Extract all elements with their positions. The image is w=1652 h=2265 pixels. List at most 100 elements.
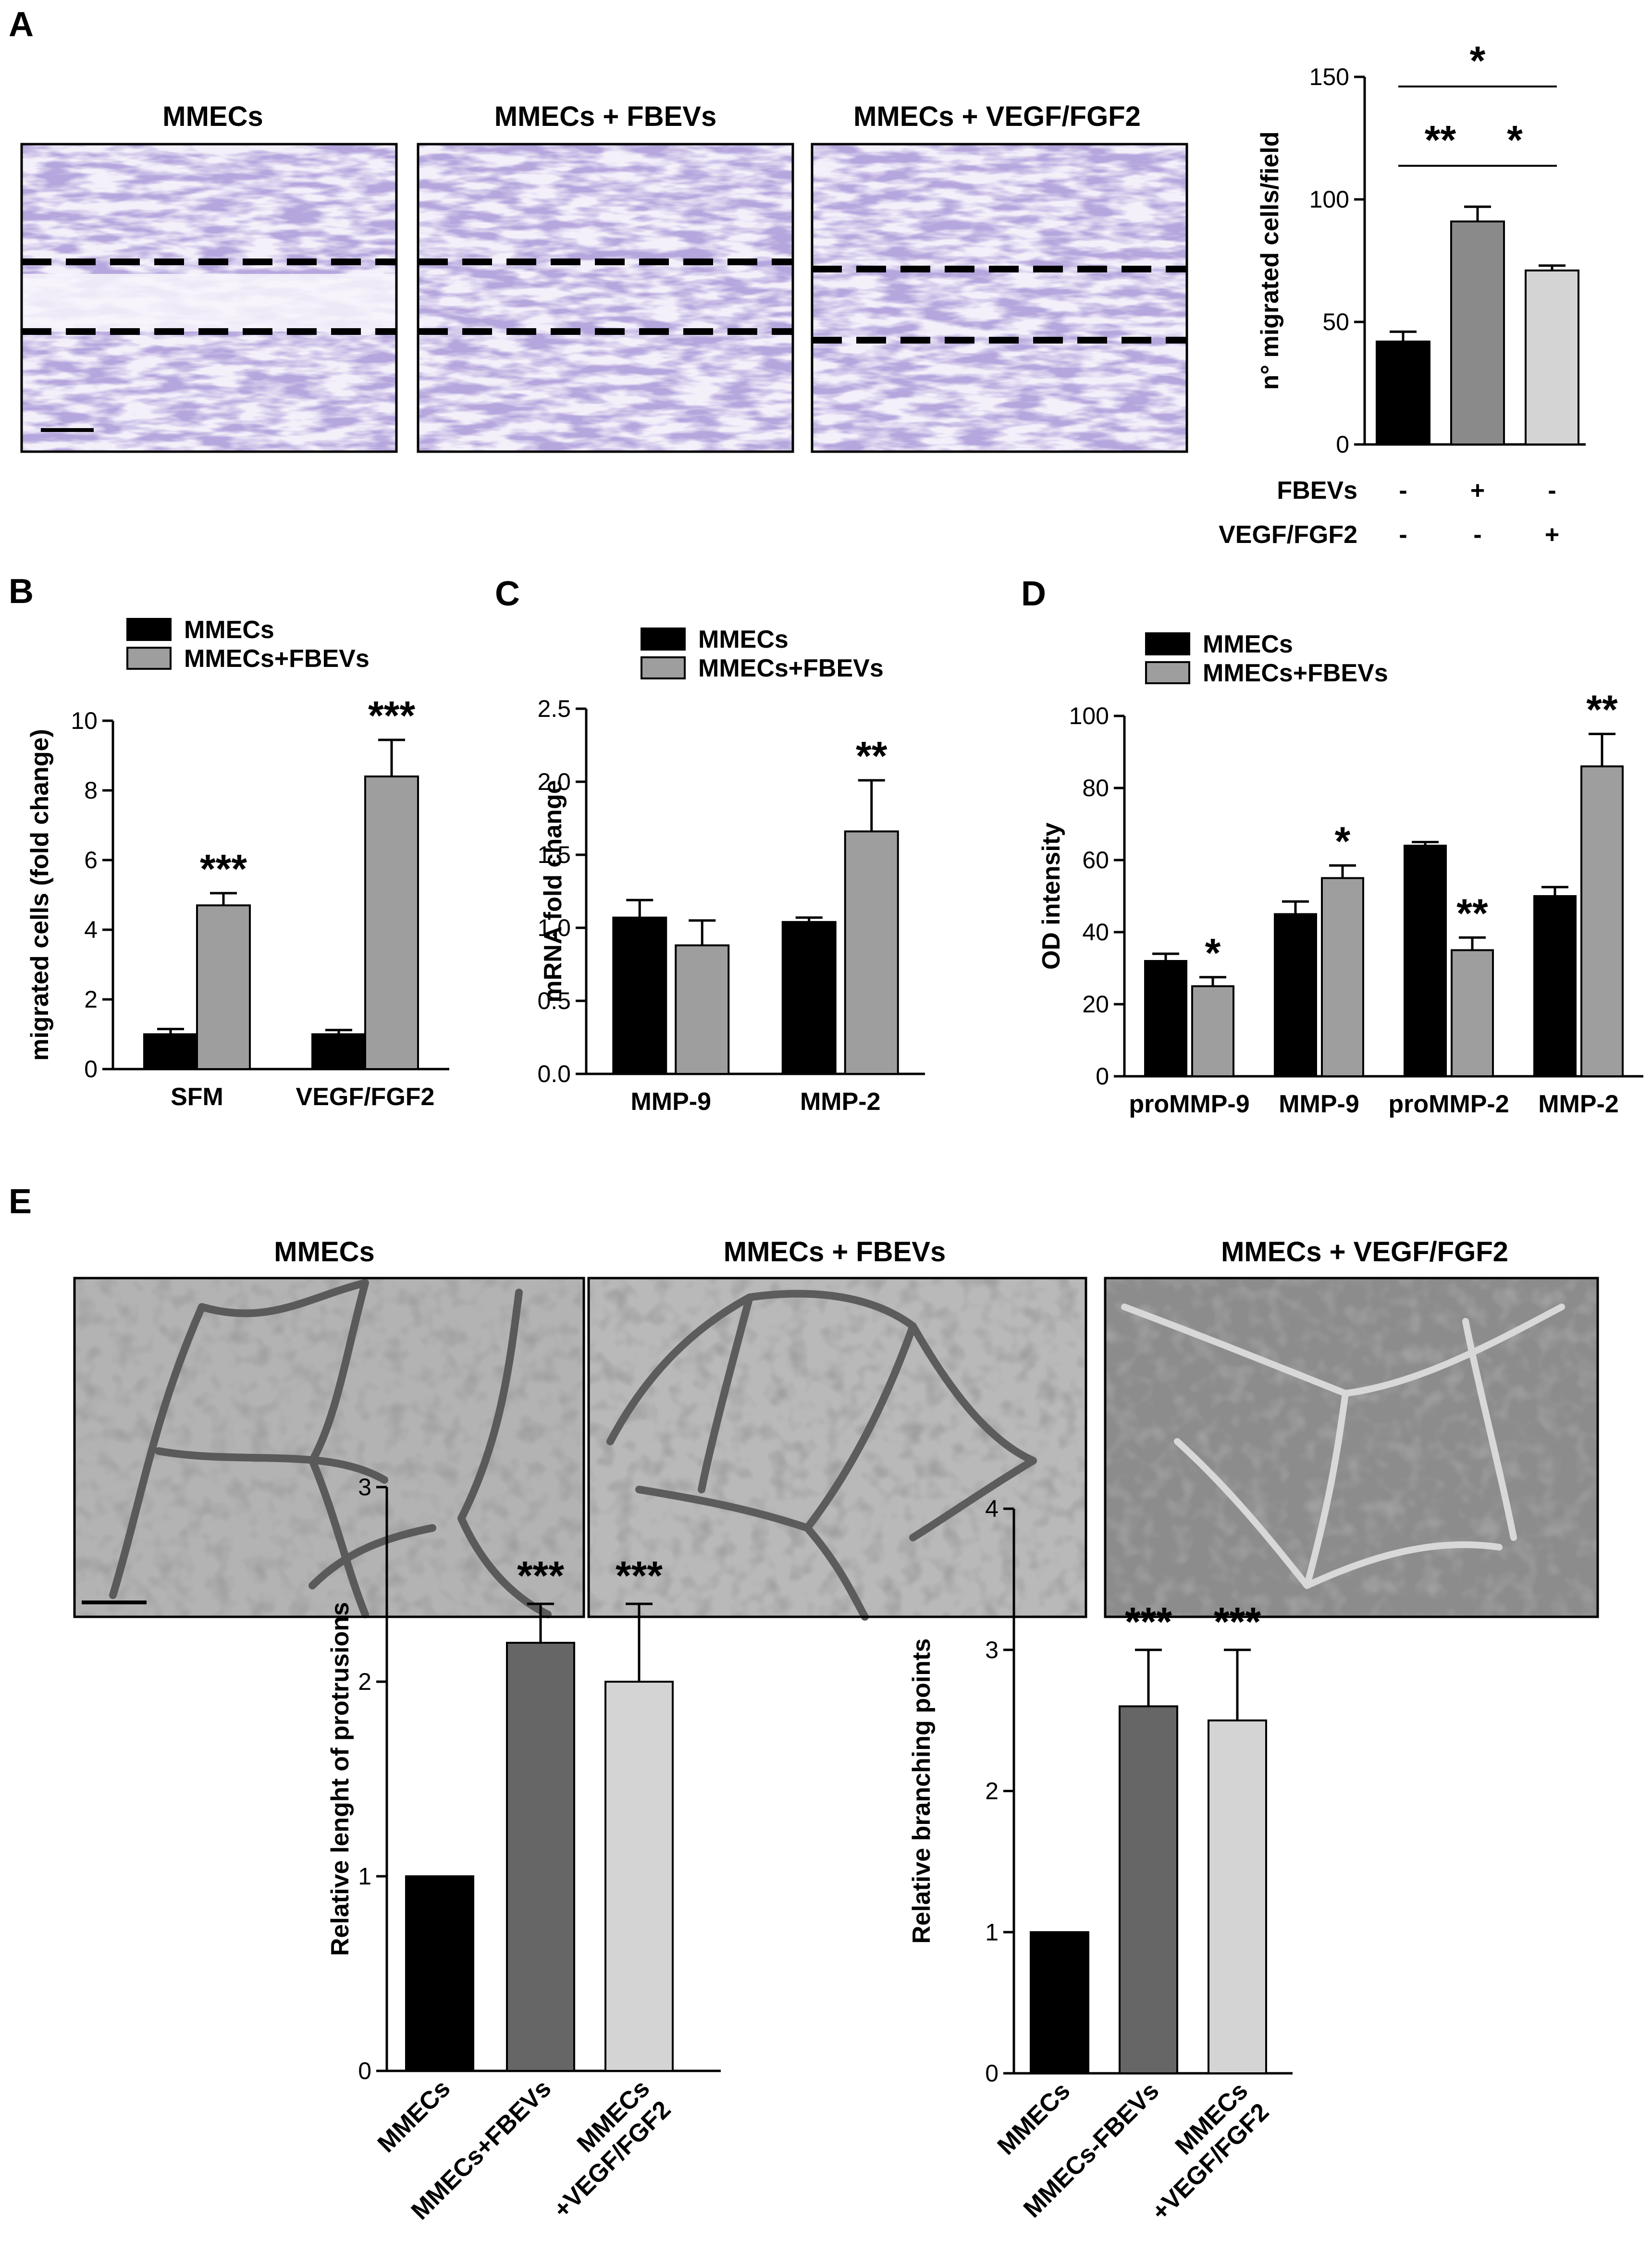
legend-label: MMECs <box>184 616 274 644</box>
micrograph-mmecs-fbevs <box>417 143 794 453</box>
y-tick-label: 4 <box>84 916 98 943</box>
y-tick-label: 0 <box>358 2057 371 2084</box>
cell-vegf-2: - <box>1473 521 1481 549</box>
y-axis-title: migrated cells (fold change) <box>26 729 54 1061</box>
chart-d-od-intensity: 0 20 40 60 80 100 OD intensity * proMMP-9 * MMP-9 *… <box>1037 630 1643 1118</box>
significance-marker: *** <box>1125 1599 1172 1644</box>
bar <box>1119 1705 1178 2074</box>
bar <box>1191 985 1234 1077</box>
image-title-e-mmecs-vegf: MMECs + VEGF/FGF2 <box>1221 1236 1508 1268</box>
bar <box>506 1642 575 2072</box>
legend-label: MMECs <box>698 626 789 653</box>
panel-label-a: A <box>9 5 34 44</box>
significance-marker: ** <box>1456 890 1488 936</box>
y-tick-label: 50 <box>1322 308 1349 335</box>
micrograph-mmecs-vegf <box>811 143 1188 453</box>
legend-swatch <box>126 618 172 641</box>
image-title-e-mmecs-fbevs: MMECs + FBEVs <box>724 1236 946 1268</box>
bar <box>1321 877 1364 1077</box>
x-category-label: MMP-9 <box>630 1088 711 1116</box>
y-tick-label: 0 <box>84 1056 98 1083</box>
y-tick-label: 1 <box>358 1863 371 1890</box>
legend-swatch <box>641 656 686 679</box>
x-category-label: MMECs <box>992 2077 1076 2160</box>
cell-fbevs-3: - <box>1548 477 1556 505</box>
y-tick-label: 0.0 <box>537 1060 571 1087</box>
bar <box>405 1875 474 2072</box>
y-tick-label: 3 <box>358 1474 371 1501</box>
bar <box>1030 1931 1089 2074</box>
y-tick-label: 0 <box>1096 1063 1109 1090</box>
y-tick-label: 40 <box>1082 919 1109 946</box>
y-axis-title: mRNA fold change <box>539 780 567 1002</box>
y-tick-label: 2 <box>358 1668 371 1695</box>
legend-swatch <box>1145 632 1190 655</box>
legend-swatch <box>126 647 172 670</box>
bar <box>196 904 251 1070</box>
legend-swatch <box>1145 661 1190 684</box>
chart-c-mrna: 0.0 0.5 1.0 1.5 2.0 2.5 mRNA fold change MMP-9 *… <box>537 626 925 1116</box>
cell-fbevs-2: + <box>1470 477 1485 505</box>
panel-e-images: MMECs MMECs + FBEVs MMECs + VEGF/FGF2 <box>73 1236 1599 1621</box>
y-axis-title: OD intensity <box>1037 823 1065 970</box>
y-tick-label: 0.5 <box>537 987 571 1014</box>
y-tick-label: 100 <box>1069 702 1109 729</box>
bar <box>844 830 899 1075</box>
bar <box>1525 269 1579 446</box>
x-category-label: SFM <box>171 1083 223 1111</box>
tube-image-mmecs-vegf <box>1104 1277 1599 1618</box>
bar <box>1404 845 1447 1077</box>
image-title-mmecs: MMECs <box>162 101 263 132</box>
legend-label: MMECs+FBEVs <box>698 654 884 682</box>
legend-label: MMECs+FBEVs <box>1203 659 1388 687</box>
significance-marker: ** <box>1425 117 1456 162</box>
row-label-fbevs: FBEVs <box>1277 477 1357 505</box>
micrograph-mmecs <box>20 143 398 453</box>
panel-a-images: MMECs MMECs + FBEVs MMECs + VEGF/FGF2 <box>20 101 1188 453</box>
bar <box>143 1033 198 1070</box>
x-category-label: MMP-2 <box>800 1088 881 1116</box>
y-tick-label: 1.0 <box>537 914 571 941</box>
bar <box>604 1681 674 2072</box>
row-label-vegf: VEGF/FGF2 <box>1219 521 1357 549</box>
bar <box>1208 1719 1267 2074</box>
cell-vegf-1: - <box>1399 521 1407 549</box>
image-title-e-mmecs: MMECs <box>274 1236 374 1268</box>
y-tick-label: 2 <box>84 986 98 1013</box>
tube-image-mmecs-fbevs <box>587 1277 1087 1621</box>
y-tick-label: 4 <box>985 1495 999 1522</box>
legend-swatch <box>641 628 686 651</box>
significance-marker: *** <box>368 693 415 738</box>
bar <box>1580 765 1624 1077</box>
significance-marker: *** <box>616 1553 663 1598</box>
bar <box>781 921 837 1075</box>
cell-fbevs-1: - <box>1399 477 1407 505</box>
bar <box>311 1033 366 1070</box>
x-category-label: VEGF/FGF2 <box>296 1083 435 1111</box>
bar <box>1450 220 1505 445</box>
bar <box>364 776 419 1070</box>
bar <box>1274 913 1317 1077</box>
bar <box>1451 949 1494 1077</box>
significance-marker: *** <box>517 1553 564 1598</box>
x-category-label: MMP-2 <box>1538 1090 1619 1118</box>
bar <box>1376 340 1430 445</box>
bar <box>1144 960 1187 1077</box>
x-category-label: proMMP-2 <box>1388 1090 1509 1118</box>
x-category-label: proMMP-9 <box>1129 1090 1249 1118</box>
significance-marker: * <box>1205 930 1221 975</box>
y-tick-label: 0 <box>985 2060 999 2087</box>
panel-label-b: B <box>9 572 34 611</box>
x-category-label: MMECs <box>372 2074 456 2158</box>
bar <box>1533 895 1577 1077</box>
significance-marker: * <box>1335 818 1351 863</box>
y-tick-label: 80 <box>1082 775 1109 801</box>
image-title-mmecs-fbevs: MMECs + FBEVs <box>494 101 717 132</box>
y-tick-label: 2.5 <box>537 695 571 722</box>
y-tick-label: 2.0 <box>537 768 571 795</box>
y-tick-label: 10 <box>71 707 98 734</box>
significance-marker: * <box>1507 117 1523 162</box>
cell-vegf-3: + <box>1545 521 1559 549</box>
